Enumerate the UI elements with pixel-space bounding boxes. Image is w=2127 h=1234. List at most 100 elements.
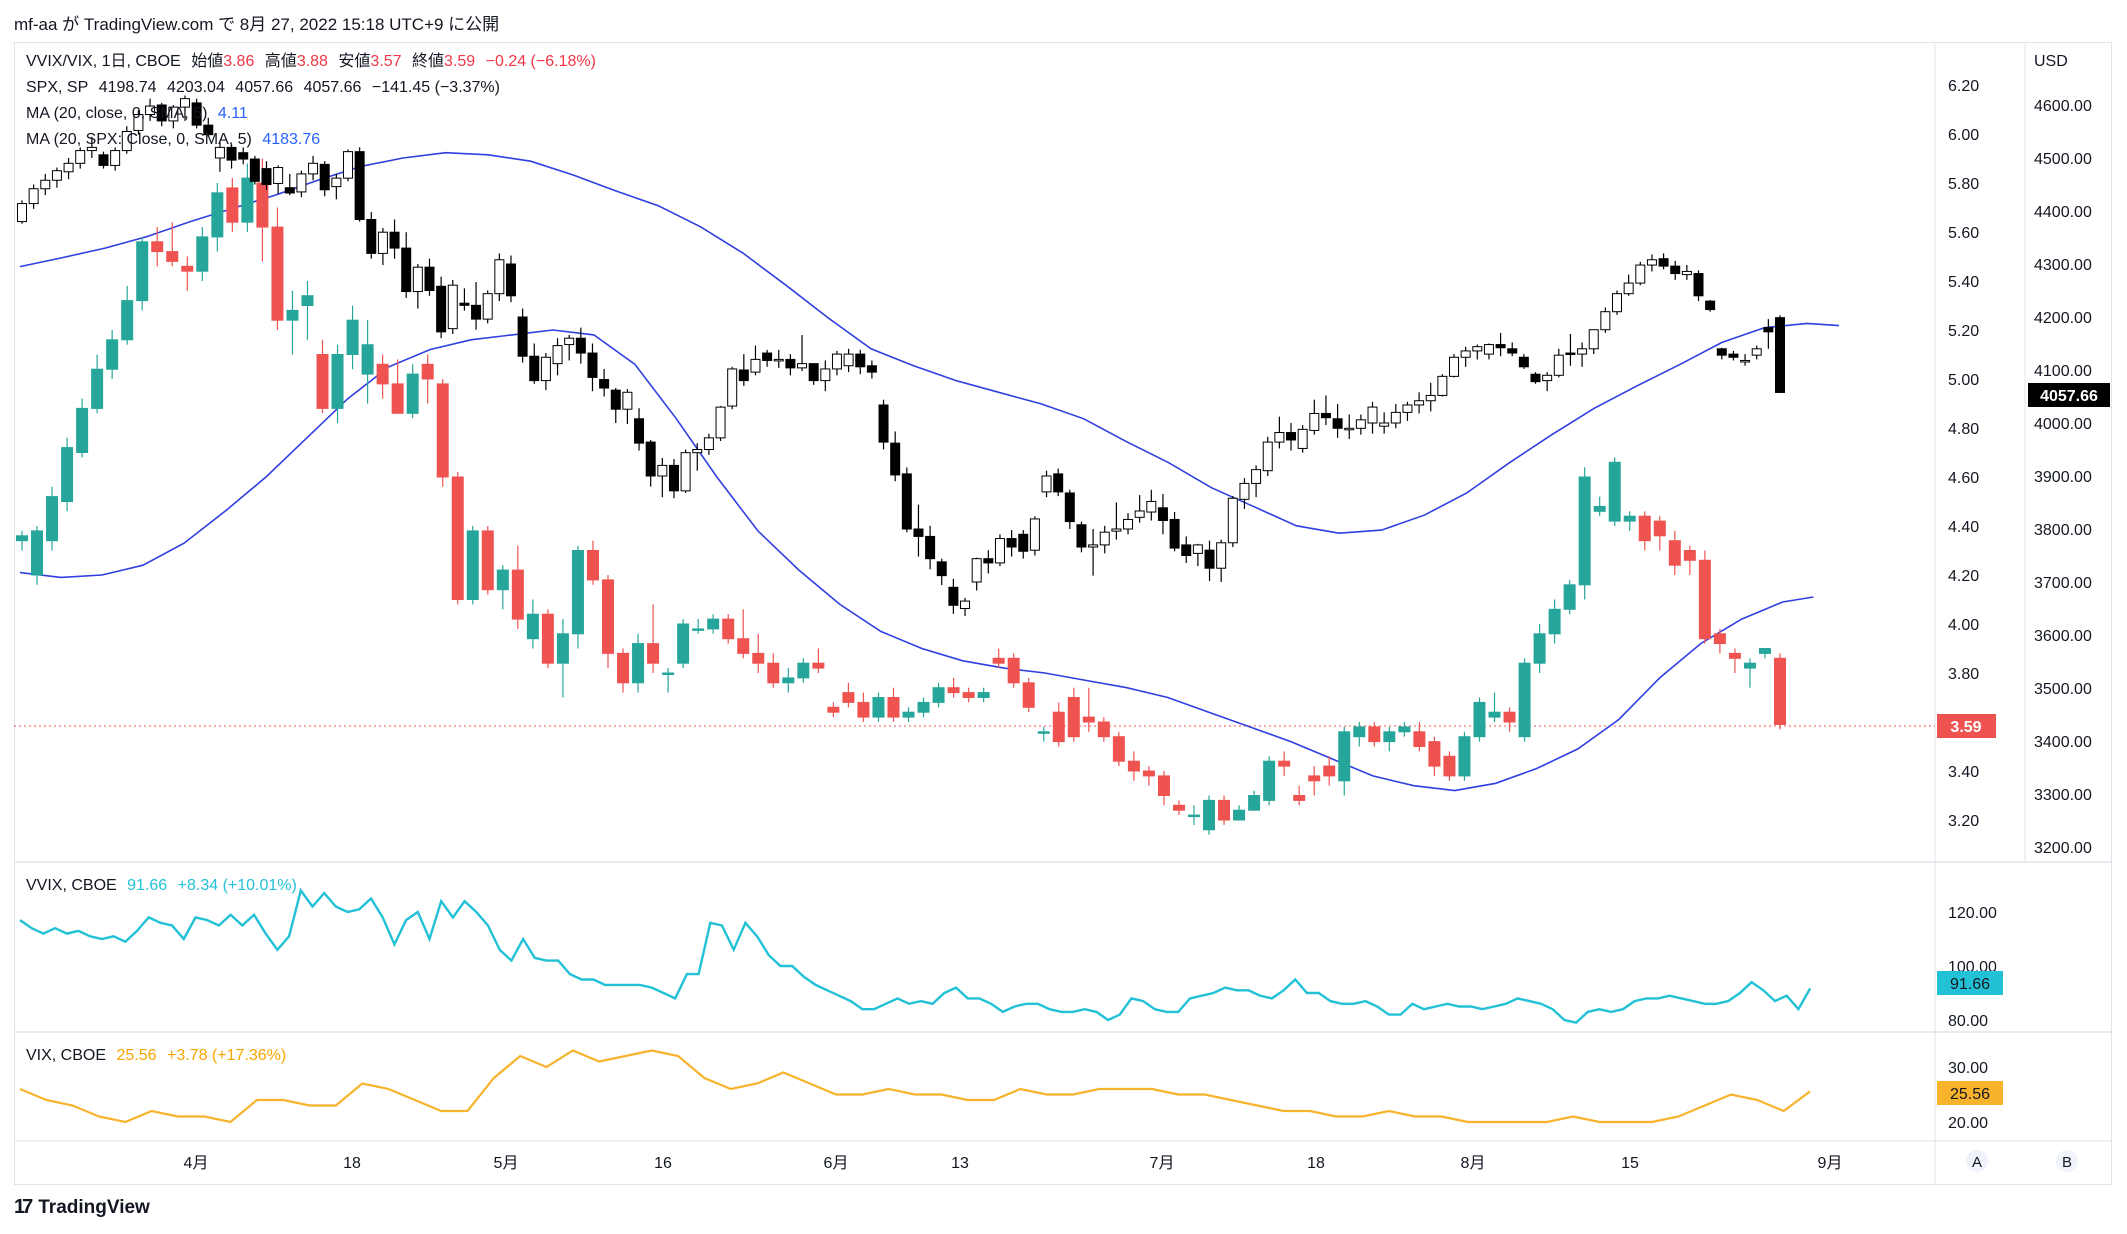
spx-candle-body	[692, 449, 703, 454]
ratio-candle-body	[121, 300, 134, 341]
spx-candle	[1483, 343, 1494, 360]
spx-candle-body	[401, 247, 412, 293]
ratio-candle-body	[947, 687, 960, 694]
spx-candle	[86, 136, 97, 158]
ratio-candle-body	[707, 618, 720, 630]
spx-candle-body	[284, 187, 295, 194]
ratio-candle-body	[827, 706, 840, 713]
ratio-candle	[1428, 736, 1441, 776]
currency-label: USD	[2034, 53, 2068, 70]
spx-candle-body	[1216, 542, 1227, 569]
spx-candle-body	[971, 558, 982, 583]
spx-candle-body	[1146, 500, 1157, 513]
spx-candle	[1635, 261, 1646, 286]
ratio-candle-body	[1593, 505, 1606, 512]
spx-candle-body	[622, 391, 633, 410]
legend-main[interactable]: VVIX/VIX, 1日, CBOE 始値3.86 高値3.88 安値3.57 …	[26, 52, 602, 72]
ratio-candle-body	[1698, 559, 1711, 640]
spx-tick-label: 3600.00	[2034, 628, 2092, 645]
spx-candle	[17, 200, 27, 224]
spx-candle	[284, 173, 295, 196]
footer-brand[interactable]: 17 TradingView	[14, 1196, 150, 1219]
ratio-candle-body	[1233, 809, 1246, 821]
spx-candle	[1332, 403, 1343, 438]
auto-scale-button[interactable]: A	[1966, 1150, 1988, 1172]
spx-candle	[1123, 513, 1134, 535]
spx-candle	[1681, 265, 1692, 280]
spx-candle	[1775, 315, 1785, 393]
spx-candle	[28, 184, 39, 209]
ratio-candle	[391, 359, 404, 414]
ratio-candle-body	[1097, 721, 1110, 738]
spx-candle	[552, 338, 563, 376]
ratio-candle	[166, 222, 179, 267]
ratio-candle	[466, 526, 479, 605]
time-axis[interactable]: 4月 18 5月 16 6月 13 7月 18 8月 15 9月	[184, 1155, 1843, 1172]
ratio-price-axis[interactable]: 6.20 6.00 5.80 5.60 5.40 5.20 5.00 4.80 4.60 4.40…	[1948, 78, 1979, 830]
spx-tick-label: 4100.00	[2034, 363, 2092, 380]
spx-candle-body	[261, 168, 272, 186]
legend-spx[interactable]: SPX, SP 4198.74 4203.04 4057.66 4057.66 …	[26, 78, 506, 98]
ratio-candle-body	[1683, 550, 1696, 561]
legend-low-label: 安値	[338, 53, 371, 70]
ratio-candle-body	[917, 701, 930, 713]
legend-close-value: 3.59	[444, 53, 476, 70]
spx-tick-label: 3500.00	[2034, 681, 2092, 698]
spx-candle-body	[1134, 510, 1145, 518]
ratio-candle-body	[1638, 515, 1651, 542]
legend-ma1[interactable]: MA (20, close, 0, SMA, 5) 4.11	[26, 104, 254, 124]
scale-b-button[interactable]: B	[2056, 1150, 2078, 1172]
legend-spx-close: 4057.66	[303, 79, 362, 96]
ratio-candle	[977, 687, 990, 703]
ratio-candle-body	[1188, 814, 1200, 818]
spx-price-axis[interactable]: 4600.00 4500.00 4400.00 4300.00 4200.00 4100.…	[2034, 98, 2092, 857]
ratio-candle	[1082, 687, 1095, 732]
ratio-candle	[526, 599, 539, 649]
legend-ma1-value: 4.11	[217, 105, 248, 122]
spx-tick-label: 4000.00	[2034, 416, 2092, 433]
spx-candle-body	[1460, 350, 1471, 358]
spx-candle	[238, 147, 249, 165]
ratio-candle-body	[31, 530, 44, 576]
spx-candle	[1076, 521, 1087, 553]
time-tick-label: 18	[1307, 1155, 1325, 1172]
ratio-candle-body	[1728, 652, 1741, 659]
spx-candle	[1262, 436, 1273, 476]
legend-ma2[interactable]: MA (20, SPX: Close, 0, SMA, 5) 4183.76	[26, 130, 326, 150]
time-tick-label: 9月	[1818, 1155, 1843, 1172]
ratio-candle-body	[1112, 736, 1125, 762]
ratio-candle	[436, 379, 449, 487]
ratio-candle-body	[1488, 711, 1501, 718]
spx-candle	[960, 597, 971, 616]
vix-price-axis[interactable]: 30.00 20.00	[1948, 1060, 1988, 1132]
spx-candle-body	[517, 316, 528, 357]
ratio-candle-body	[1037, 731, 1050, 734]
chart-frame[interactable]	[14, 42, 2112, 1185]
spx-candle	[1472, 344, 1483, 360]
spx-candle	[98, 151, 109, 169]
ratio-candle-body	[752, 652, 765, 664]
spx-candle	[1507, 342, 1518, 357]
spx-candle	[831, 350, 842, 376]
ratio-candle	[857, 692, 870, 722]
legend-vix[interactable]: VIX, CBOE 25.56 +3.78 (+17.36%)	[26, 1046, 292, 1066]
ratio-candle	[917, 697, 930, 718]
spx-candle	[1018, 530, 1029, 559]
spx-candle-body	[1763, 327, 1774, 333]
spx-candle-body	[1076, 524, 1087, 548]
ratio-candle	[617, 648, 630, 693]
spx-candle-body	[342, 151, 353, 179]
ratio-candle	[556, 619, 569, 698]
ratio-candle	[106, 330, 119, 379]
spx-candle-body	[634, 418, 645, 444]
ratio-candle	[61, 437, 74, 512]
spx-candle	[540, 353, 551, 391]
ratio-candle-body	[842, 692, 855, 703]
ratio-candle-body	[61, 447, 74, 503]
spx-candle-body	[1414, 400, 1425, 406]
spx-candle-body	[540, 356, 551, 382]
legend-vvix[interactable]: VVIX, CBOE 91.66 +8.34 (+10.01%)	[26, 876, 303, 896]
ratio-candle	[1668, 530, 1681, 575]
